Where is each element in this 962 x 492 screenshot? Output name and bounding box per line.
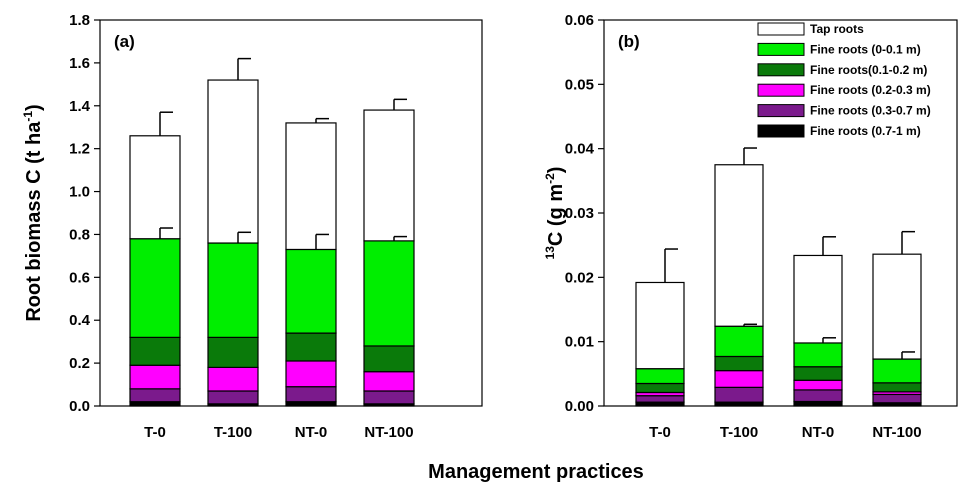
y-tick-label: 0.6 [69, 269, 90, 286]
bar-segment-fine_0_0_1 [285, 248, 337, 334]
bar-segment-fine_0_3_0_7 [714, 386, 764, 403]
y-tick-label: 0.0 [69, 398, 90, 415]
x-tick-label: NT-0 [295, 424, 328, 441]
bar-segment-fine_0_2_0_3 [129, 364, 181, 390]
x-tick-label: T-100 [720, 424, 758, 441]
legend-swatch-fine_0_3_0_7 [757, 104, 805, 118]
bar-segment-fine_0_1_0_2 [793, 366, 843, 381]
legend-label-fine_0_3_0_7: Fine roots (0.3-0.7 m) [810, 104, 931, 118]
y-tick-label: 0.00 [565, 398, 594, 415]
bar-segment-fine_0_0_1 [635, 368, 685, 385]
bar-segment-fine_0_2_0_3 [207, 366, 259, 392]
bar-segment-fine_0_2_0_3 [363, 371, 415, 392]
x-tick-label: NT-100 [364, 424, 413, 441]
bar-segment-fine_0_0_1 [872, 358, 922, 384]
legend-label-fine_0_0_1: Fine roots (0-0.1 m) [810, 42, 921, 56]
bar-segment-tap_roots [872, 253, 922, 360]
y-tick-label: 0.02 [565, 269, 594, 286]
bar-segment-tap_roots [129, 135, 181, 240]
y-tick-label: 0.01 [565, 334, 594, 351]
x-tick-label: NT-100 [872, 424, 921, 441]
bar-segment-fine_0_3_0_7 [363, 390, 415, 405]
bar-segment-fine_0_0_1 [207, 242, 259, 338]
legend: Tap roots Fine roots (0-0.1 m) Fine roots(… [757, 22, 931, 138]
bar-segment-tap_roots [363, 109, 415, 242]
x-tick-label: T-0 [649, 424, 671, 441]
bar-segment-fine_0_1_0_2 [872, 382, 922, 393]
legend-label-fine_0_1_0_2: Fine roots(0.1-0.2 m) [810, 63, 927, 77]
y-tick-label: 0.06 [565, 12, 594, 29]
legend-swatch-fine_0_2_0_3 [757, 83, 805, 97]
legend-label-fine_0_2_0_3: Fine roots (0.2-0.3 m) [810, 83, 931, 97]
x-tick-label: NT-0 [802, 424, 835, 441]
bar-segment-fine_0_3_0_7 [207, 390, 259, 405]
y-tick-label: 1.2 [69, 141, 90, 158]
bar-segment-fine_0_1_0_2 [285, 332, 337, 362]
bar-segment-tap_roots [207, 79, 259, 244]
bar-segment-fine_0_3_0_7 [872, 393, 922, 404]
y-tick-label: 0.4 [69, 312, 91, 329]
bar-segment-fine_0_2_0_3 [285, 360, 337, 388]
x-tick-label: T-100 [214, 424, 252, 441]
bar-segment-fine_0_1_0_2 [714, 355, 764, 372]
bar-segment-fine_0_3_0_7 [635, 395, 685, 403]
legend-swatch-tap_roots [757, 22, 805, 36]
y-tick-label: 1.0 [69, 184, 90, 201]
bar-segment-fine_0_0_1 [363, 240, 415, 347]
panel-b-13c-chart: 0.00 0.01 0.02 0.03 0.04 0.05 0.06 T-0 T-100 NT-0… [543, 12, 958, 441]
bar-segment-tap_roots [714, 164, 764, 327]
bar-segment-fine_0_1_0_2 [129, 336, 181, 366]
panel-label: (b) [618, 32, 640, 51]
legend-swatch-fine_0_1_0_2 [757, 63, 805, 77]
bar-segment-fine_0_7_1 [793, 400, 843, 407]
y-axis-title: 13C (g m-2) [543, 167, 567, 260]
legend-swatch-fine_0_0_1 [757, 42, 805, 56]
y-tick-label: 0.8 [69, 226, 90, 243]
y-tick-label: 1.6 [69, 55, 90, 72]
bar-segment-fine_0_1_0_2 [363, 345, 415, 373]
legend-label-fine_0_7_1: Fine roots (0.7-1 m) [810, 124, 921, 138]
bar-segment-fine_0_2_0_3 [714, 370, 764, 388]
y-tick-label: 0.2 [69, 355, 90, 372]
y-tick-label: 0.04 [565, 141, 595, 158]
y-tick-label: 1.8 [69, 12, 90, 29]
bar-segment-fine_0_3_0_7 [285, 386, 337, 403]
bar-segment-fine_0_3_0_7 [793, 389, 843, 403]
bar-segment-fine_0_2_0_3 [793, 379, 843, 391]
legend-label-tap_roots: Tap roots [810, 22, 864, 36]
legend-swatch-fine_0_7_1 [757, 124, 805, 138]
bar-segment-fine_0_0_1 [793, 342, 843, 368]
panel-label: (a) [114, 32, 135, 51]
bar-segment-fine_0_1_0_2 [635, 382, 685, 394]
x-axis-title: Management practices [428, 461, 644, 483]
panel-a-root-biomass-chart: 0.0 0.2 0.4 0.6 0.8 1.0 1.2 1.4 1.6 1.8 T-0 T-100 NT… [21, 12, 483, 441]
bar-segment-fine_0_0_1 [129, 238, 181, 338]
bar-segment-fine_0_7_1 [285, 401, 337, 407]
bar-segment-tap_roots [793, 254, 843, 344]
bar-segment-fine_0_0_1 [714, 325, 764, 358]
bar-segment-tap_roots [635, 281, 685, 370]
bar-segment-fine_0_1_0_2 [207, 336, 259, 368]
y-tick-label: 1.4 [69, 98, 91, 115]
y-tick-label: 0.05 [565, 76, 594, 93]
x-tick-label: T-0 [144, 424, 166, 441]
y-tick-label: 0.03 [565, 205, 594, 222]
bar-segment-fine_0_3_0_7 [129, 388, 181, 403]
bar-segment-tap_roots [285, 122, 337, 251]
bar-segment-fine_0_7_1 [129, 401, 181, 407]
y-axis-title: Root biomass C (t ha-1) [21, 104, 45, 321]
